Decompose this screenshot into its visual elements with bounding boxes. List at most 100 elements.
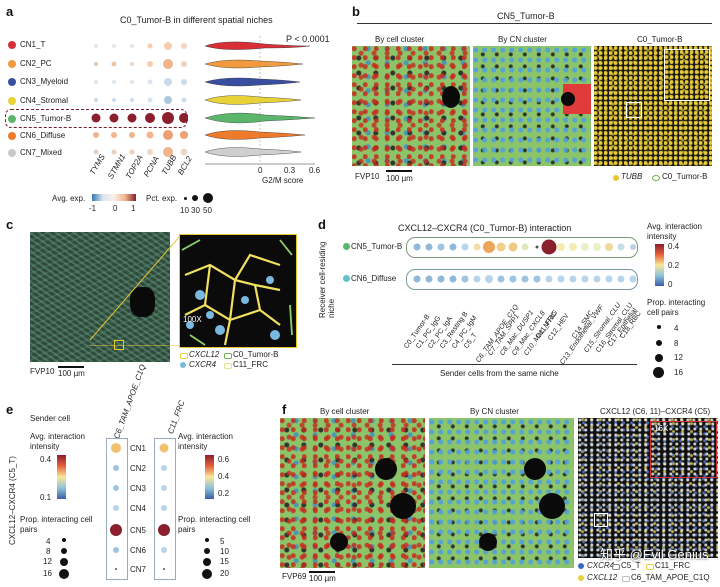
niche-color-icon [8,60,16,68]
interaction-dot [461,243,469,251]
expr-dot [147,79,153,85]
niche-row-label: CN4 [130,504,147,513]
intensity-tick: 0.4 [668,242,680,251]
interaction-dot [113,485,119,491]
expr-dot [164,42,172,50]
tissue-hole [330,533,348,551]
cxcr4-cell [206,311,214,319]
interaction-dot [617,243,625,251]
interaction-dot [163,568,165,570]
interaction-dot [113,505,119,511]
expr-dot [145,113,155,123]
panel-b-title: CN5_Tumor-B [497,11,555,21]
violin-tick: 0 [258,166,263,175]
interaction-dot [545,275,553,283]
interaction-dot [557,275,565,283]
violin-cn2 [205,59,304,69]
sender-axis-rule [392,364,637,365]
expr-dot [146,131,154,139]
interaction-dot [605,243,613,251]
legend-label: CXCR4 [189,360,217,369]
interaction-dot [449,275,457,283]
legend-label: C0_Tumor-B [233,350,279,359]
expr-dot [181,97,187,103]
c0-legend-icon [652,175,660,181]
interaction-dot [449,243,457,251]
panel-b-subtitle: By cell cluster [375,35,425,44]
intensity-tick: 0.6 [218,455,230,464]
cxcr4-cell [270,330,280,340]
tissue-hole [561,92,575,106]
expression-dotplot [91,42,188,157]
size-legend-dot [653,367,664,378]
expr-dot [94,62,98,66]
interaction-dot [461,275,469,283]
interaction-dot [521,243,529,251]
zoom-factor-label: 16X [654,424,669,433]
scale-label: 100 µm [309,574,336,583]
expr-dot [112,44,116,48]
c11-legend-icon [646,564,654,570]
c6-legend-icon [622,576,630,582]
tissue-hole [539,493,565,519]
intensity-legend-title: Avg. interaction intensity [178,432,233,451]
interaction-dot [605,275,613,283]
interaction-dot [161,485,167,491]
tissue-image-c [30,232,170,362]
row-cn6-dots [413,275,637,283]
interaction-dot [113,547,119,553]
interaction-dot [111,443,121,453]
c0-boundary [181,239,293,346]
intensity-colorbar-left [57,455,66,499]
panel-a-title: C0_Tumor-B in different spatial niches [120,15,273,25]
interaction-dot [437,243,445,251]
pairs-tick: 16 [43,569,52,578]
intensity-legend-title: Avg. interaction intensity [647,222,702,241]
interaction-dot [115,568,117,570]
cxcr4-legend-dot [180,362,186,368]
tissue-image-by-cn [473,46,591,166]
size-legend-dot [60,558,68,566]
column-box-c11 [154,438,176,580]
pvalue-text: P < 0.0001 [286,34,330,44]
interaction-dot [425,243,433,251]
scale-label: 100 µm [58,369,85,378]
niche-label: CN6_Diffuse [20,131,66,140]
interaction-dot [581,275,589,283]
expr-dot [163,147,173,157]
cxcl12-legend-dot [578,575,584,581]
interaction-dot [110,524,122,536]
pct-tick: 50 [203,206,212,215]
interaction-dotplot [413,239,637,283]
c0-legend-icon [224,353,232,359]
expr-dot [130,62,134,66]
panel-label-c: c [6,217,14,232]
interaction-dot [496,242,506,252]
legend-label: C6_TAM_APOE_C1Q [631,573,710,582]
pairs-tick: 4 [46,537,51,546]
tissue-hole [442,86,460,108]
expr-dot [94,98,98,102]
size-legend-dot [203,558,211,566]
cxcr4-legend-dot [578,563,584,569]
niche-row-label: CN5 [130,526,147,535]
interaction-dot [161,547,167,553]
expr-dot [164,96,172,104]
panel-label-b: b [352,4,360,19]
legend-label: C11_FRC [655,561,690,570]
size-legend-dot [656,340,662,346]
sample-id: FVP10 [30,367,55,376]
violin-cn1 [205,41,311,50]
interaction-dot [533,275,541,283]
expr-dot [130,98,134,102]
cxcr4-cell [241,296,249,304]
size-legend-dot [61,548,67,554]
sender-col-label: C11_FRC [166,399,187,436]
niche-row-label: CN2 [130,464,147,473]
violin-cn4 [205,95,302,105]
sample-id: FVP10 [355,172,380,181]
violin-tick: 0.6 [309,166,321,175]
interaction-dot [497,275,505,283]
avg-exp-colorbar [92,194,136,201]
dotplot-row-cn2 [94,59,187,69]
